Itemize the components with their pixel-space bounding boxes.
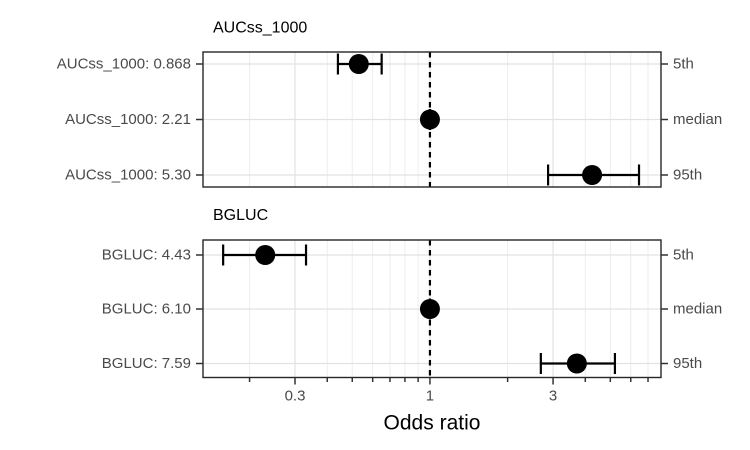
- percentile-label: 5th: [673, 56, 694, 73]
- y-axis-label: AUCss_1000: 5.30: [65, 167, 191, 184]
- y-axis-label: BGLUC: 6.10: [102, 301, 191, 318]
- percentile-label: 95th: [673, 167, 702, 184]
- x-tick-label: 3: [549, 388, 557, 405]
- y-axis-label: BGLUC: 4.43: [102, 247, 191, 264]
- percentile-label: 5th: [673, 247, 694, 264]
- plot-geometry: [196, 51, 668, 385]
- y-axis-label: AUCss_1000: 0.868: [57, 56, 191, 73]
- point-estimate: [582, 165, 603, 185]
- percentile-label: 95th: [673, 355, 702, 372]
- facet-title-bgluc: BGLUC: [213, 207, 268, 224]
- x-tick-label: 1: [426, 388, 434, 405]
- point-estimate: [419, 299, 440, 319]
- y-axis-label: AUCss_1000: 2.21: [65, 111, 191, 128]
- point-estimate: [419, 109, 440, 130]
- x-tick-label: 0.3: [285, 388, 306, 405]
- x-axis-title: Odds ratio: [384, 412, 481, 435]
- point-estimate: [255, 245, 276, 265]
- percentile-label: median: [673, 301, 722, 318]
- x-axis-tick-labels: 0.3 1 3: [285, 388, 558, 405]
- y-axis-label: BGLUC: 7.59: [102, 355, 191, 372]
- point-estimate: [566, 353, 587, 374]
- facet-title-aucss-1000: AUCss_1000: [213, 20, 307, 37]
- point-estimate: [348, 54, 369, 74]
- percentile-label: median: [673, 111, 722, 128]
